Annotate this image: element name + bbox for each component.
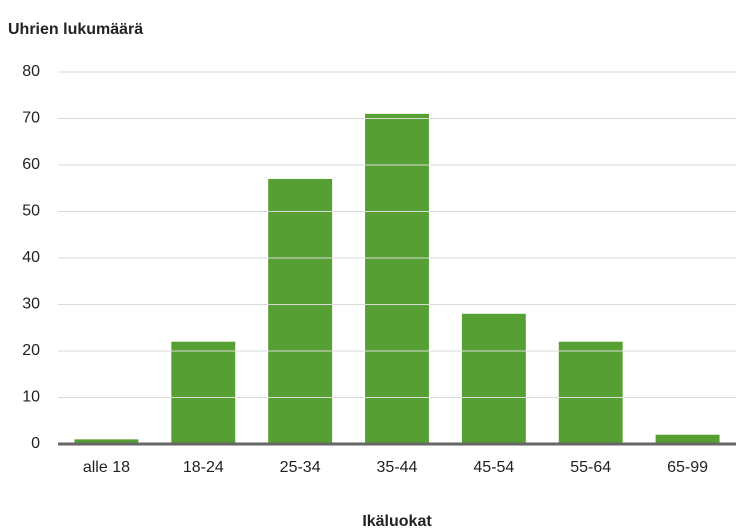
- bar: [268, 178, 333, 444]
- y-tick-label: 70: [22, 110, 40, 127]
- bar: [655, 434, 720, 444]
- y-tick-label: 0: [31, 435, 40, 452]
- y-tick-label: 30: [22, 296, 40, 313]
- x-tick-label: alle 18: [83, 459, 130, 476]
- bar: [558, 341, 623, 444]
- bar: [365, 113, 429, 444]
- x-tick-label: 18-24: [183, 459, 224, 476]
- y-axis-label: Uhrien lukumäärä: [8, 21, 143, 38]
- bar: [461, 313, 526, 444]
- y-tick-label: 80: [22, 63, 40, 80]
- bar: [171, 341, 236, 444]
- y-tick-label: 60: [22, 156, 40, 173]
- x-tick-label: 45-54: [473, 459, 514, 476]
- x-axis-label: Ikäluokat: [362, 513, 432, 530]
- x-tick-label: 55-64: [570, 459, 611, 476]
- y-tick-label: 40: [22, 249, 40, 266]
- x-tick-label: 65-99: [667, 459, 708, 476]
- x-tick-label: 25-34: [280, 459, 321, 476]
- y-tick-label: 10: [22, 389, 40, 406]
- y-tick-label: 50: [22, 203, 40, 220]
- bar: [74, 439, 139, 444]
- y-tick-label: 20: [22, 342, 40, 359]
- x-tick-label: 35-44: [377, 459, 418, 476]
